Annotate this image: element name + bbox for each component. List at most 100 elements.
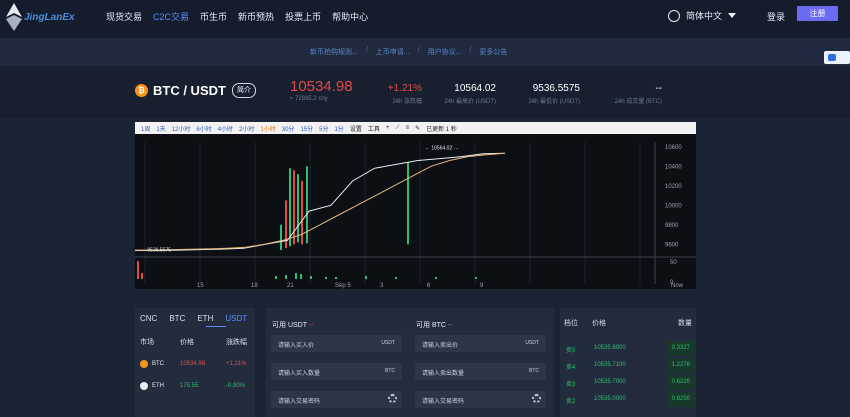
x-tick-label: 18 bbox=[251, 283, 258, 289]
crosshair-icon[interactable]: + bbox=[385, 125, 390, 131]
register-button[interactable]: 注册 bbox=[797, 6, 838, 21]
btc-coin-icon bbox=[140, 360, 148, 368]
support-badge[interactable] bbox=[824, 51, 850, 64]
tab-eth[interactable]: ETH bbox=[197, 314, 214, 323]
change-label: 24h 涨跌幅 bbox=[392, 99, 422, 105]
globe-icon bbox=[668, 9, 680, 22]
period-30m[interactable]: 30分 bbox=[281, 126, 295, 133]
x-tick-label: Now bbox=[671, 283, 684, 289]
nav-coin-earn[interactable]: 币生币 bbox=[200, 12, 228, 22]
trading-pair: BTC / USDT bbox=[153, 83, 226, 98]
order-book-row[interactable]: 卖4 10535.7100 1.2278 bbox=[562, 358, 696, 373]
chart-toolbar: 1周 1天 12小时 6小时 4小时 2小时 1小时 30分 15分 5分 1分… bbox=[135, 122, 696, 134]
book-amount: 0.8250 bbox=[671, 396, 690, 402]
hline-icon[interactable]: ≡ bbox=[405, 125, 410, 131]
order-book-row[interactable]: 卖5 10535.8900 0.3327 bbox=[562, 341, 696, 356]
buy-price-input[interactable]: 请输入买入价 USDT bbox=[271, 335, 402, 352]
book-level: 卖5 bbox=[566, 348, 576, 354]
sell-price-input[interactable]: 请输入卖出价 USDT bbox=[415, 335, 546, 352]
notice-item[interactable]: 用户协议... bbox=[427, 49, 462, 56]
market-coin: BTC bbox=[152, 361, 164, 367]
period-1w[interactable]: 1周 bbox=[141, 126, 151, 133]
sell-amount-input[interactable]: 请输入卖出数量 BTC bbox=[415, 363, 546, 380]
price-col-head: 价格 bbox=[592, 320, 606, 327]
stat-low: 9536.5575 24h 最低价 (USDT) bbox=[520, 83, 580, 105]
period-6h[interactable]: 6小时 bbox=[196, 126, 212, 133]
nav-spot-trading[interactable]: 现货交易 bbox=[106, 12, 143, 22]
eth-coin-icon bbox=[140, 382, 148, 390]
volume-bar bbox=[295, 273, 297, 279]
period-2h[interactable]: 2小时 bbox=[239, 126, 255, 133]
sell-available: 可用 BTC -- bbox=[416, 320, 453, 330]
candle-bar bbox=[297, 174, 299, 243]
chart-tools[interactable]: 工具 bbox=[367, 126, 380, 133]
nav-c2c-trading[interactable]: C2C交易 bbox=[153, 12, 190, 22]
period-4h[interactable]: 4小时 bbox=[217, 126, 234, 133]
x-tick-label: 6 bbox=[427, 283, 431, 289]
series-line bbox=[135, 152, 506, 251]
tab-cnc[interactable]: CNC bbox=[140, 314, 158, 323]
period-1m[interactable]: 1分 bbox=[334, 126, 344, 133]
notice-item[interactable]: 新币抢购规则... bbox=[310, 49, 358, 56]
market-coin: ETH bbox=[152, 383, 164, 389]
period-1d[interactable]: 1天 bbox=[156, 126, 166, 133]
book-amount: 0.6220 bbox=[671, 379, 690, 385]
language-selector[interactable]: 简体中文 bbox=[668, 9, 737, 22]
sell-password-placeholder: 请输入交易密码 bbox=[422, 399, 465, 405]
update-status: 已更新 1 秒 bbox=[426, 126, 457, 133]
gear-icon[interactable] bbox=[532, 394, 541, 403]
chevron-down-icon bbox=[728, 13, 737, 18]
notice-more[interactable]: 更多公告 bbox=[479, 49, 508, 56]
chart-settings[interactable]: 设置 bbox=[349, 126, 362, 133]
period-15m[interactable]: 15分 bbox=[300, 126, 314, 133]
candle-bar bbox=[289, 168, 291, 247]
notice-item[interactable]: 上币申请... bbox=[375, 49, 410, 56]
volume-bar bbox=[395, 277, 397, 279]
language-label: 简体中文 bbox=[686, 11, 723, 21]
y-tick-label: 9800 bbox=[665, 223, 679, 229]
order-book-row[interactable]: 卖2 10535.0000 0.8250 bbox=[562, 392, 696, 407]
price-col-head: 价格 bbox=[180, 339, 194, 346]
buy-password-input[interactable]: 请输入交易密码 bbox=[271, 391, 402, 408]
high-annotation: ← 10564.02 → bbox=[425, 145, 459, 151]
volume-bar bbox=[137, 261, 139, 279]
depth-bar bbox=[667, 358, 696, 373]
x-tick-label: 3 bbox=[380, 283, 384, 289]
period-12h[interactable]: 12小时 bbox=[171, 126, 191, 133]
sell-password-input[interactable]: 请输入交易密码 bbox=[415, 391, 546, 408]
candle-bar bbox=[306, 166, 308, 244]
gear-icon[interactable] bbox=[388, 394, 397, 403]
amount-col-head: 数量 bbox=[678, 320, 692, 327]
brush-icon[interactable]: ✎ bbox=[415, 125, 421, 132]
volume-bar bbox=[435, 277, 437, 279]
low-label: 24h 最低价 (USDT) bbox=[528, 99, 580, 105]
change-value: +1.21% bbox=[387, 83, 422, 94]
book-price: 10535.7100 bbox=[594, 362, 626, 368]
tab-usdt[interactable]: USDT bbox=[225, 314, 248, 323]
tab-btc[interactable]: BTC bbox=[169, 314, 186, 323]
login-link[interactable]: 登录 bbox=[767, 12, 786, 22]
candle-bar bbox=[293, 170, 295, 245]
volume-value: -- bbox=[655, 83, 662, 94]
volume-bar bbox=[285, 275, 287, 279]
period-5m[interactable]: 5分 bbox=[319, 126, 329, 133]
period-1h[interactable]: 1小时 bbox=[260, 126, 276, 133]
trendline-icon[interactable]: ⟋ bbox=[395, 124, 400, 131]
level-col-head: 档位 bbox=[564, 320, 578, 327]
brand-name[interactable]: JingLanEx bbox=[24, 12, 75, 23]
x-tick-label: 9 bbox=[480, 283, 484, 289]
nav-vote-listing[interactable]: 投票上币 bbox=[285, 12, 322, 22]
nav-help-center[interactable]: 帮助中心 bbox=[332, 12, 369, 22]
change-col-head: 涨跌幅 bbox=[226, 339, 247, 346]
nav-new-coin[interactable]: 新币预热 bbox=[238, 12, 275, 22]
kline-chart[interactable]: 1周 1天 12小时 6小时 4小时 2小时 1小时 30分 15分 5分 1分… bbox=[135, 122, 696, 289]
buy-price-unit: USDT bbox=[381, 340, 395, 346]
buy-available-value: -- bbox=[308, 322, 314, 329]
brand-logo-icon[interactable] bbox=[6, 3, 22, 31]
ticker-bar bbox=[0, 66, 850, 118]
order-book-row[interactable]: 卖3 10535.7000 0.6220 bbox=[562, 375, 696, 390]
intro-button[interactable]: 简介 bbox=[232, 83, 256, 98]
book-level: 卖3 bbox=[566, 382, 576, 388]
market-price: 175.55 bbox=[180, 383, 199, 389]
buy-amount-input[interactable]: 请输入买入数量 BTC bbox=[271, 363, 402, 380]
